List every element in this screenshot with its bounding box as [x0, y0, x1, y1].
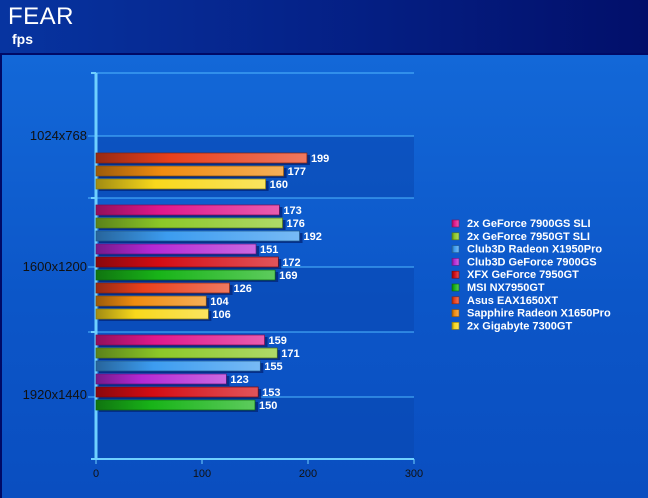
bar-1-0 [95, 204, 280, 216]
legend-label-5: MSI NX7950GT [467, 282, 545, 294]
legend-swatch-6 [451, 296, 460, 305]
legend-swatch-2 [451, 245, 460, 253]
legend-swatch-8 [451, 322, 460, 330]
x-tick-label-0: 0 [93, 468, 99, 480]
category-label-1: 1600x1200 [23, 259, 87, 274]
bar-value-label-0-2: 160 [270, 179, 288, 191]
legend-label-3: Club3D GeForce 7900GS [467, 256, 597, 268]
bar-value-label-1-1: 176 [287, 218, 305, 230]
bar-2-5 [95, 399, 256, 411]
bar-value-label-1-6: 126 [234, 283, 252, 295]
legend-label-7: Sapphire Radeon X1650Pro [467, 308, 611, 320]
bar-1-8 [95, 308, 209, 320]
legend-swatch-1 [451, 232, 460, 241]
legend-label-8: 2x Gigabyte 7300GT [467, 320, 572, 332]
chart-title: FEAR [8, 3, 75, 30]
bar-2-3 [95, 373, 227, 385]
bar-1-7 [95, 295, 207, 307]
bar-2-2 [95, 360, 261, 372]
legend-swatch-3 [451, 258, 460, 266]
bar-value-label-0-1: 177 [288, 166, 306, 178]
bar-value-label-2-3: 123 [230, 374, 248, 386]
bar-value-label-2-2: 155 [264, 361, 282, 373]
legend-swatch-0 [451, 219, 460, 228]
legend-label-1: 2x GeForce 7950GT SLI [467, 231, 590, 243]
bar-0-0 [95, 152, 308, 164]
bar-value-label-2-1: 171 [281, 348, 299, 360]
bar-value-label-2-5: 150 [259, 400, 277, 412]
bar-1-1 [95, 217, 283, 229]
bar-1-4 [95, 256, 279, 268]
bar-value-label-2-4: 153 [262, 387, 280, 399]
legend-swatch-5 [451, 283, 460, 292]
category-label-2: 1920x1440 [23, 387, 87, 402]
legend-swatch-4 [451, 270, 460, 279]
legend-label-4: XFX GeForce 7950GT [467, 269, 579, 281]
bar-1-5 [95, 269, 276, 281]
bar-2-1 [95, 347, 278, 359]
bar-value-label-1-5: 169 [279, 270, 297, 282]
x-tick-label-3: 300 [405, 468, 423, 480]
bar-value-label-0-0: 199 [311, 153, 329, 165]
bar-0-1 [95, 165, 284, 177]
bar-1-6 [95, 282, 230, 294]
legend-label-2: Club3D Radeon X1950Pro [467, 244, 602, 256]
bar-value-label-1-4: 172 [282, 257, 300, 269]
bar-value-label-2-0: 159 [269, 335, 287, 347]
x-tick-label-1: 100 [193, 468, 211, 480]
bar-value-label-1-3: 151 [260, 244, 278, 256]
bar-0-2 [95, 178, 266, 190]
legend-label-6: Asus EAX1650XT [467, 295, 558, 307]
chart-panel: 0 100 200 300 1024x768 1600x1200 1920x1440 199 1… [2, 55, 648, 498]
bar-2-0 [95, 334, 265, 346]
legend-label-0: 2x GeForce 7900GS SLI [467, 218, 591, 230]
bar-value-label-1-0: 173 [283, 205, 301, 217]
chart-header: FEAR fps [0, 0, 648, 53]
bar-2-4 [95, 386, 259, 398]
legend-swatch-7 [451, 309, 460, 317]
category-label-0: 1024x768 [30, 128, 87, 143]
bar-value-label-1-8: 106 [212, 309, 230, 321]
bar-chart: 0 100 200 300 1024x768 1600x1200 1920x1440 199 1… [23, 72, 611, 480]
chart-subtitle: fps [12, 31, 33, 47]
bar-value-label-1-7: 104 [210, 296, 229, 308]
x-tick-label-2: 200 [299, 468, 317, 480]
bar-1-2 [95, 230, 300, 242]
bar-value-label-1-2: 192 [304, 231, 322, 243]
bar-1-3 [95, 243, 257, 255]
